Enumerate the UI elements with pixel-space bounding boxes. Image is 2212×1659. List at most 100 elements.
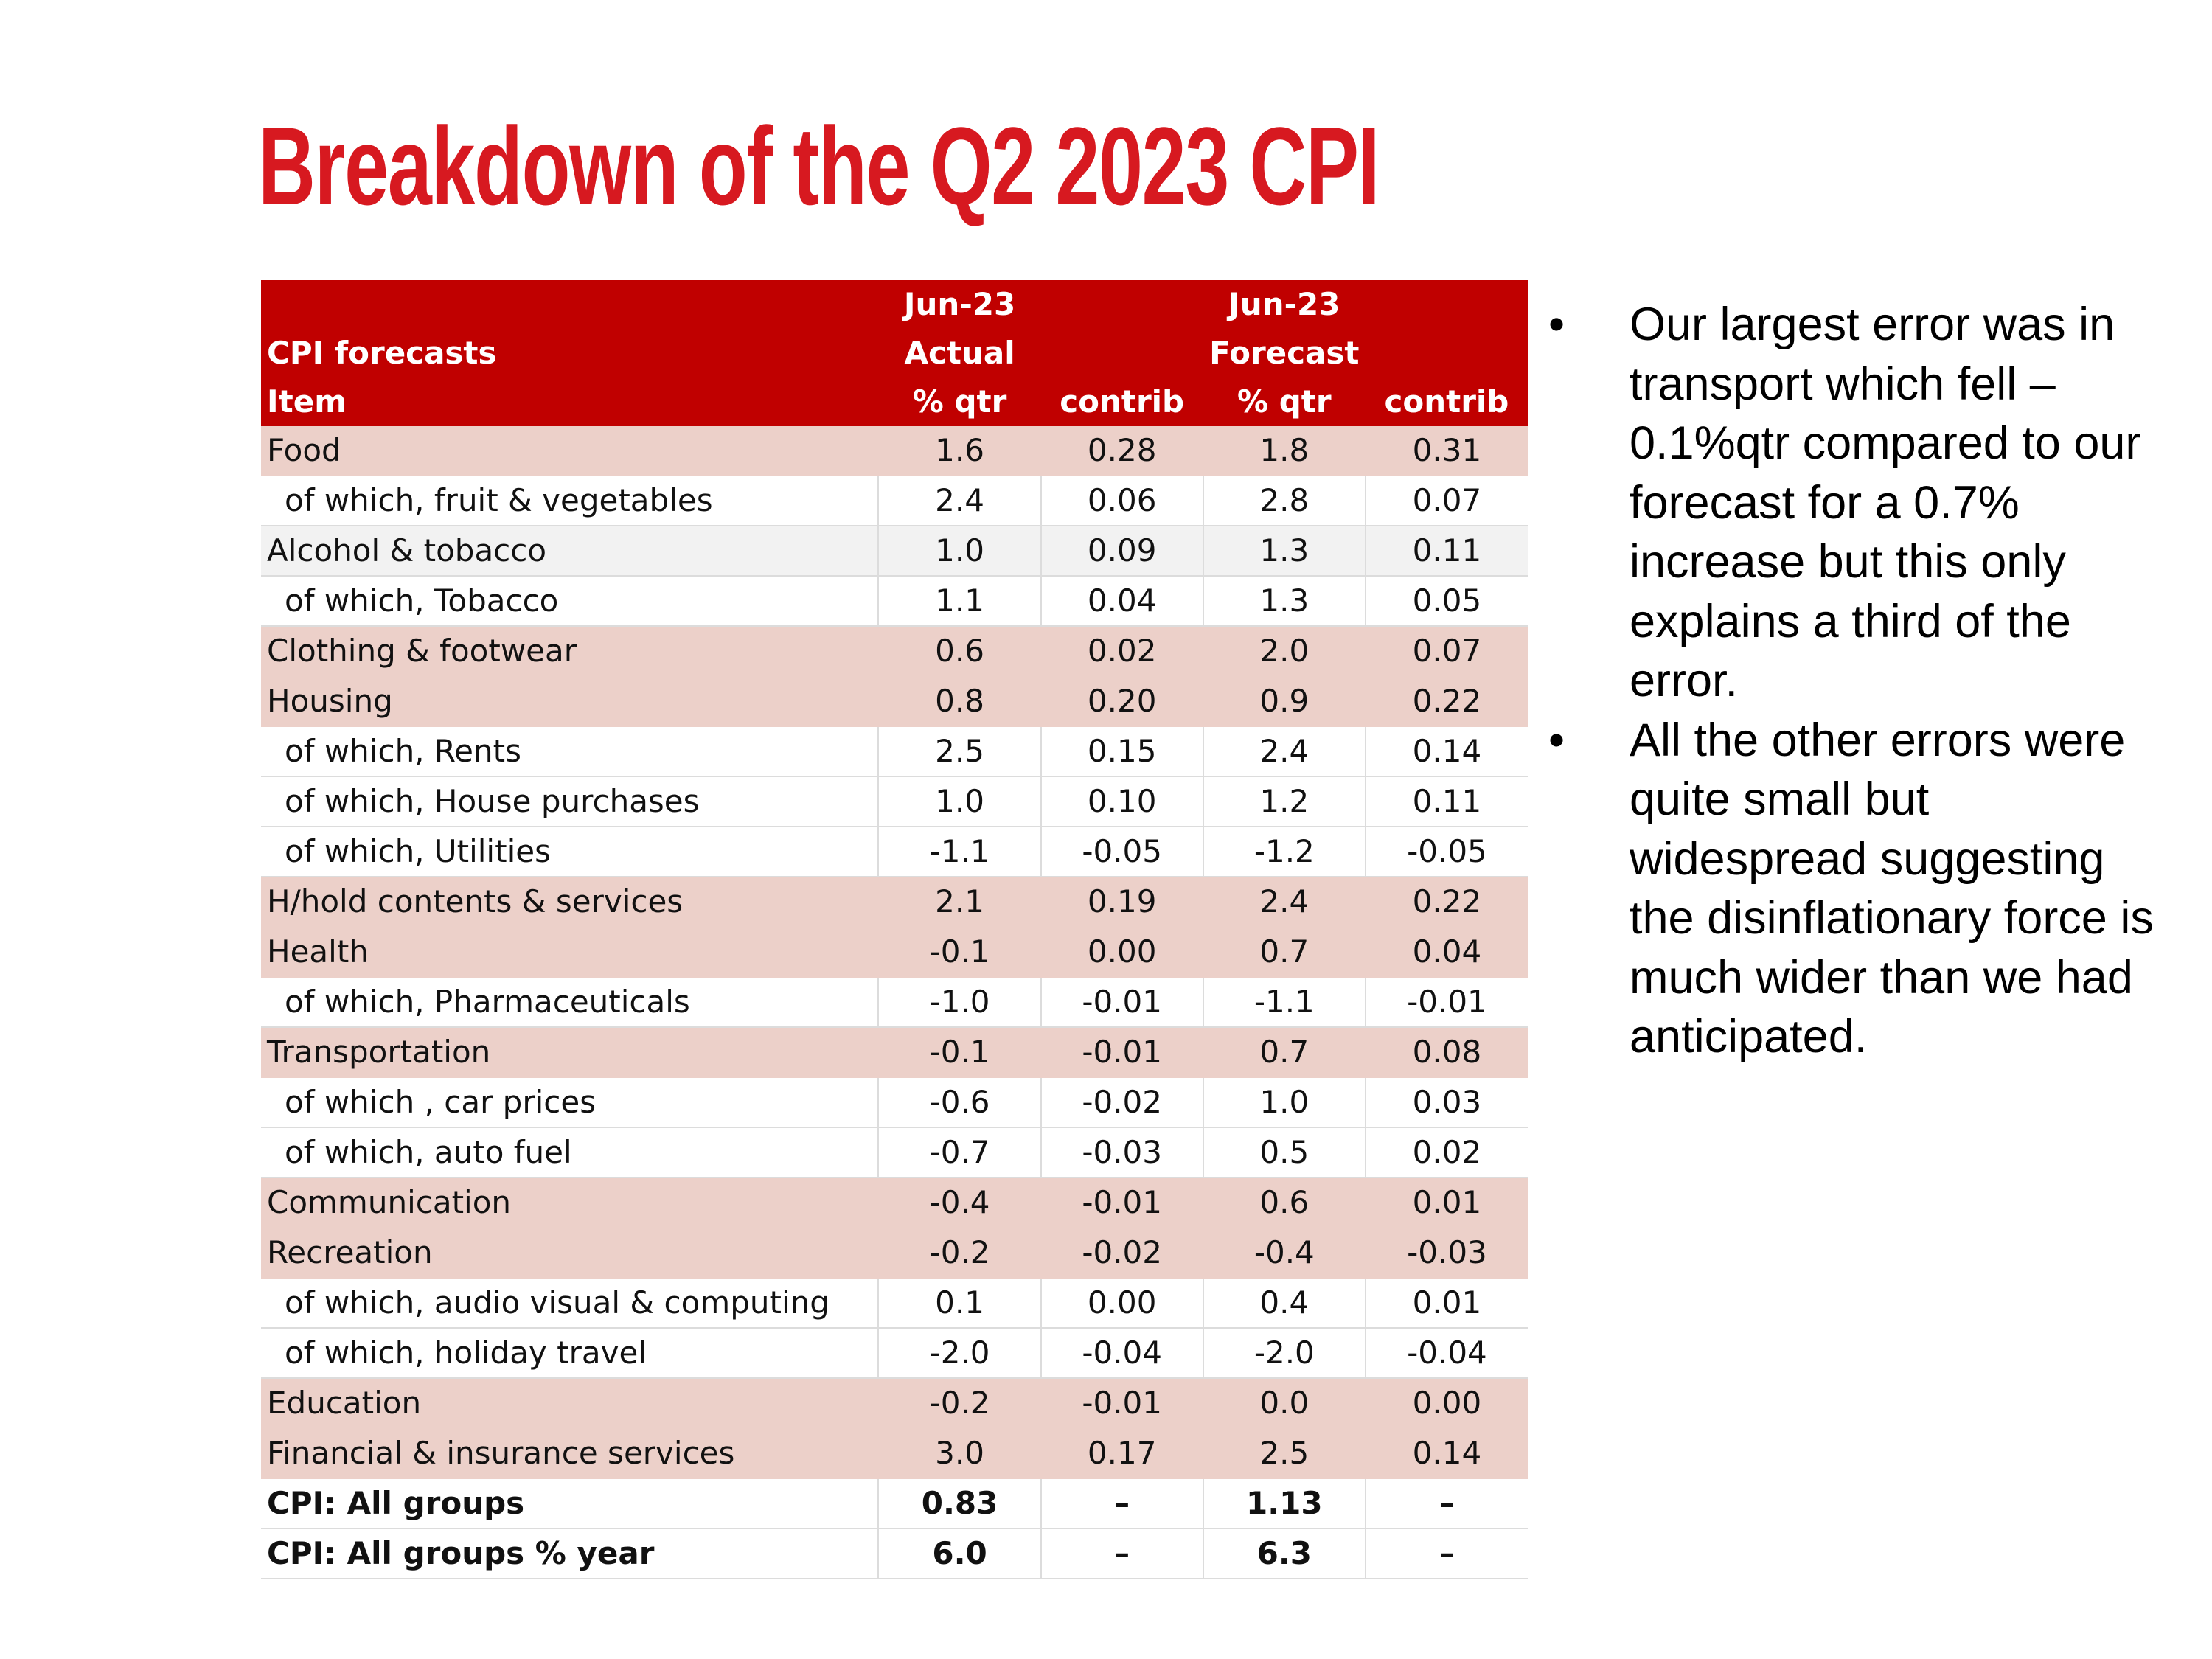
row-item-label: of which, auto fuel xyxy=(261,1127,879,1178)
header-cell-item: Item xyxy=(261,378,879,426)
actual-contrib-value: -0.04 xyxy=(1040,1328,1203,1379)
row-item-label: CPI: All groups % year xyxy=(261,1528,879,1579)
forecast-qtr-value: -0.4 xyxy=(1202,1228,1366,1279)
forecast-qtr-value: 0.9 xyxy=(1202,676,1366,727)
table-row: Transportation -0.1 -0.01 0.7 0.08 xyxy=(261,1027,1528,1078)
table-row: Health -0.1 0.00 0.7 0.04 xyxy=(261,927,1528,978)
table-header: Jun-23 Jun-23 CPI forecasts Actual Forec… xyxy=(261,280,1528,426)
actual-contrib-value: -0.02 xyxy=(1040,1077,1203,1128)
forecast-contrib-value: 0.00 xyxy=(1364,1378,1528,1429)
table-row: Education -0.2 -0.01 0.0 0.00 xyxy=(261,1378,1528,1429)
commentary-bullets: • Our largest error was in transport whic… xyxy=(1541,295,2175,1067)
bullet-marker: • xyxy=(1548,299,1565,350)
forecast-contrib-value: 0.01 xyxy=(1364,1178,1528,1228)
table-row: H/hold contents & services 2.1 0.19 2.4 0.22 xyxy=(261,877,1528,928)
row-item-label: Health xyxy=(261,927,879,978)
forecast-qtr-value: 1.3 xyxy=(1202,526,1366,577)
header-cell-actual-period: Jun-23 xyxy=(878,280,1041,329)
actual-qtr-value: -2.0 xyxy=(877,1328,1041,1379)
row-item-label: of which, fruit & vegetables xyxy=(261,476,879,526)
row-item-label: Recreation xyxy=(261,1228,879,1279)
actual-contrib-value: 0.15 xyxy=(1040,726,1203,777)
actual-contrib-value: 0.19 xyxy=(1040,877,1203,928)
table-row: of which, Rents 2.5 0.15 2.4 0.14 xyxy=(261,726,1528,777)
forecast-qtr-value: 0.0 xyxy=(1202,1378,1366,1429)
row-item-label: Transportation xyxy=(261,1027,879,1078)
table-row: of which, Tobacco 1.1 0.04 1.3 0.05 xyxy=(261,576,1528,627)
header-cell xyxy=(261,280,879,329)
forecast-qtr-value: 0.7 xyxy=(1202,1027,1366,1078)
row-item-label: of which, holiday travel xyxy=(261,1328,879,1379)
forecast-qtr-value: -2.0 xyxy=(1202,1328,1366,1379)
actual-qtr-value: 3.0 xyxy=(877,1428,1041,1479)
table-row: of which , car prices -0.6 -0.02 1.0 0.03 xyxy=(261,1077,1528,1128)
forecast-contrib-value: 0.02 xyxy=(1364,1127,1528,1178)
table-row: of which, Pharmaceuticals -1.0 -0.01 -1.1 -0… xyxy=(261,977,1528,1028)
forecast-contrib-value: 0.03 xyxy=(1364,1077,1528,1128)
bullet-text: Our largest error was in transport which… xyxy=(1630,299,2141,706)
table-row: of which, Utilities -1.1 -0.05 -1.2 -0.05 xyxy=(261,827,1528,877)
forecast-contrib-value: 0.08 xyxy=(1364,1027,1528,1078)
actual-qtr-value: -0.1 xyxy=(877,1027,1041,1078)
row-item-label: of which, Rents xyxy=(261,726,879,777)
forecast-contrib-value: 0.31 xyxy=(1364,426,1528,476)
actual-qtr-value: 0.1 xyxy=(877,1278,1041,1329)
actual-qtr-value: -1.1 xyxy=(877,827,1041,877)
actual-qtr-value: 2.4 xyxy=(877,476,1041,526)
header-cell xyxy=(1040,329,1203,378)
header-cell-forecast-period: Jun-23 xyxy=(1203,280,1366,329)
row-item-label: of which, Utilities xyxy=(261,827,879,877)
actual-qtr-value: -0.6 xyxy=(877,1077,1041,1128)
forecast-contrib-value: 0.11 xyxy=(1364,776,1528,827)
forecast-qtr-value: 2.4 xyxy=(1202,877,1366,928)
forecast-qtr-value: 1.13 xyxy=(1202,1478,1366,1529)
row-item-label: H/hold contents & services xyxy=(261,877,879,928)
actual-contrib-value: 0.20 xyxy=(1040,676,1203,727)
actual-contrib-value: – xyxy=(1040,1478,1203,1529)
table-row: Alcohol & tobacco 1.0 0.09 1.3 0.11 xyxy=(261,526,1528,577)
table-row: of which, auto fuel -0.7 -0.03 0.5 0.02 xyxy=(261,1127,1528,1178)
forecast-qtr-value: 0.7 xyxy=(1202,927,1366,978)
actual-qtr-value: -0.7 xyxy=(877,1127,1041,1178)
header-cell-forecast-contrib: contrib xyxy=(1365,378,1528,426)
actual-contrib-value: 0.06 xyxy=(1040,476,1203,526)
forecast-contrib-value: -0.03 xyxy=(1364,1228,1528,1279)
forecast-qtr-value: 1.3 xyxy=(1202,576,1366,627)
row-item-label: Food xyxy=(261,426,879,476)
forecast-contrib-value: -0.01 xyxy=(1364,977,1528,1028)
bullet-item: • All the other errors were quite small b… xyxy=(1541,711,2175,1067)
forecast-contrib-value: 0.14 xyxy=(1364,726,1528,777)
header-cell-actual-qtr: % qtr xyxy=(878,378,1041,426)
actual-qtr-value: 6.0 xyxy=(877,1528,1041,1579)
forecast-contrib-value: 0.07 xyxy=(1364,626,1528,677)
actual-contrib-value: 0.04 xyxy=(1040,576,1203,627)
header-cell xyxy=(1365,329,1528,378)
table-row: CPI: All groups % year 6.0–6.3– xyxy=(261,1528,1528,1579)
actual-contrib-value: 0.02 xyxy=(1040,626,1203,677)
bullet-marker: • xyxy=(1548,714,1565,766)
actual-contrib-value: -0.02 xyxy=(1040,1228,1203,1279)
actual-qtr-value: 0.83 xyxy=(877,1478,1041,1529)
actual-contrib-value: 0.00 xyxy=(1040,927,1203,978)
bullet-text: All the other errors were quite small bu… xyxy=(1630,714,2154,1063)
header-cell-table-name: CPI forecasts xyxy=(261,329,879,378)
forecast-qtr-value: 1.8 xyxy=(1202,426,1366,476)
table-row: of which, audio visual & computing 0.1 0.0… xyxy=(261,1278,1528,1329)
header-row-2: CPI forecasts Actual Forecast xyxy=(261,329,1528,378)
actual-contrib-value: -0.03 xyxy=(1040,1127,1203,1178)
table-row: CPI: All groups 0.83–1.13– xyxy=(261,1478,1528,1529)
table-body: Food 1.6 0.28 1.8 0.31 of which, fruit & vege… xyxy=(261,426,1528,1579)
header-cell-actual-contrib: contrib xyxy=(1040,378,1203,426)
page-title: Breakdown of the Q2 2023 CPI xyxy=(258,104,1380,228)
forecast-contrib-value: 0.22 xyxy=(1364,676,1528,727)
row-item-label: Communication xyxy=(261,1178,879,1228)
header-row-3: Item % qtr contrib % qtr contrib xyxy=(261,378,1528,426)
forecast-contrib-value: 0.14 xyxy=(1364,1428,1528,1479)
actual-qtr-value: 1.0 xyxy=(877,776,1041,827)
actual-qtr-value: -0.2 xyxy=(877,1228,1041,1279)
actual-contrib-value: -0.01 xyxy=(1040,1378,1203,1429)
actual-qtr-value: 1.1 xyxy=(877,576,1041,627)
table-row: Food 1.6 0.28 1.8 0.31 xyxy=(261,426,1528,476)
actual-contrib-value: 0.00 xyxy=(1040,1278,1203,1329)
table-row: of which, fruit & vegetables 2.4 0.06 2.8 0.… xyxy=(261,476,1528,526)
